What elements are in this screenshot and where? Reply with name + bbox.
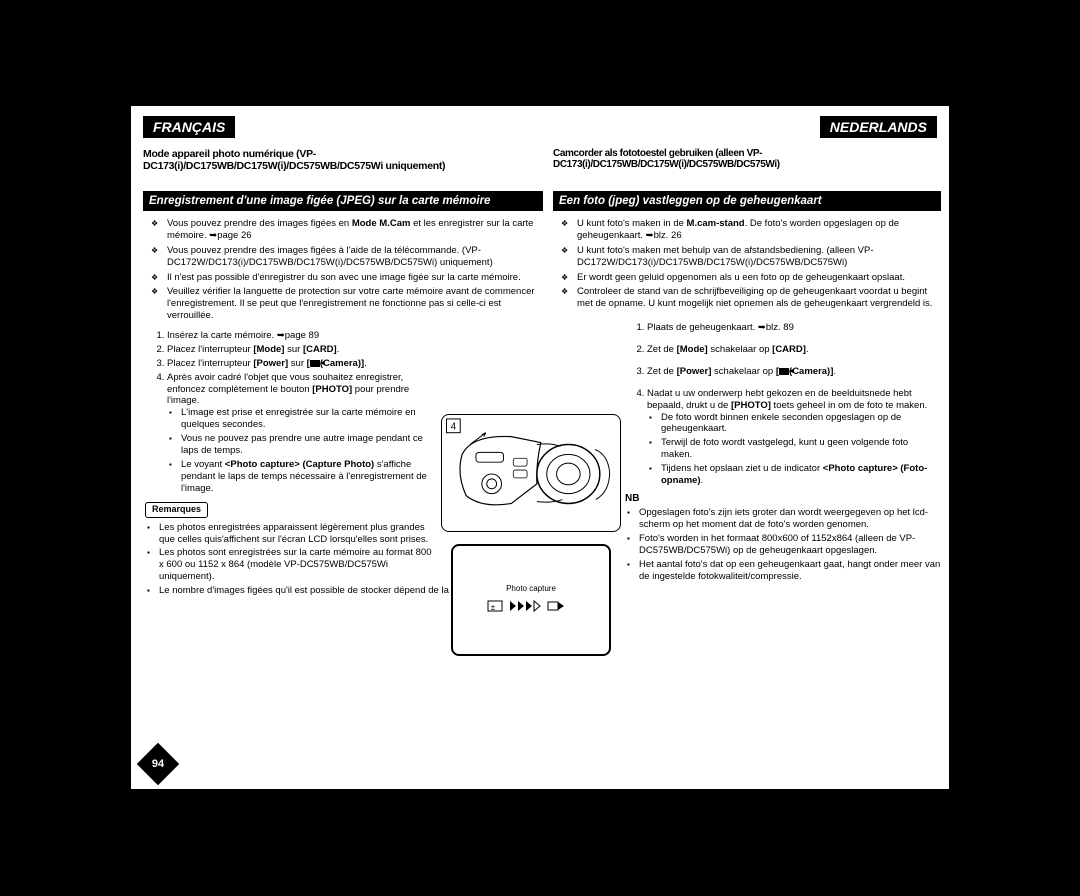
step: Placez l'interrupteur [Power] sur [(Came… <box>167 358 435 370</box>
step: Placez l'interrupteur [Mode] sur [CARD]. <box>167 344 435 356</box>
intro-bullets-nl: U kunt foto's maken in de M.cam-stand. D… <box>555 218 941 310</box>
content-fr: Vous pouvez prendre des images figées en… <box>145 218 541 599</box>
substep: Terwijl de foto wordt vastgelegd, kunt u… <box>661 437 935 461</box>
bullet: Vous pouvez prendre des images figées à … <box>167 245 541 269</box>
step: Après avoir cadré l'objet que vous souha… <box>167 372 435 495</box>
section-title-fr: Enregistrement d'une image figée (JPEG) … <box>143 191 543 211</box>
step: Zet de [Power] schakelaar op [(Camera)]. <box>647 366 935 378</box>
bullet: Veuillez vérifier la languette de protec… <box>167 286 541 322</box>
camcorder-figure: 4 <box>441 414 621 532</box>
section-title-nl: Een foto (jpeg) vastleggen op de geheuge… <box>553 191 941 211</box>
bullet: Er wordt geen geluid opgenomen als u een… <box>577 272 941 284</box>
substep: Vous ne pouvez pas prendre une autre ima… <box>181 433 435 457</box>
intro-bullets-fr: Vous pouvez prendre des images figées en… <box>145 218 541 322</box>
lcd-figure: Photo capture ± <box>451 544 611 656</box>
chapter-title-nl: Camcorder als fototoestel gebruiken (all… <box>553 148 943 170</box>
substep: Tijdens het opslaan ziet u de indicator … <box>661 463 935 487</box>
lcd-icons: ± <box>486 599 576 616</box>
note: Foto's worden in het formaat 800x600 of … <box>639 533 941 557</box>
manual-page: FRANÇAIS NEDERLANDS Mode appareil photo … <box>130 105 950 790</box>
lang-header-fr: FRANÇAIS <box>143 116 235 138</box>
step: Plaats de geheugenkaart. ➥blz. 89 <box>647 322 935 334</box>
note: Opgeslagen foto's zijn iets groter dan w… <box>639 507 941 531</box>
note: Het aantal foto's dat op een geheugenkaa… <box>639 559 941 583</box>
bullet: U kunt foto's maken in de M.cam-stand. D… <box>577 218 941 242</box>
steps-fr: Insérez la carte mémoire. ➥page 89 Place… <box>145 330 435 494</box>
notes-label-fr: Remarques <box>145 502 208 517</box>
bullet: Controleer de stand van de schrijfbeveil… <box>577 286 941 310</box>
callout-number: 4 <box>451 422 457 433</box>
page-number-badge: 94 <box>143 749 173 779</box>
bullet: Vous pouvez prendre des images figées en… <box>167 218 541 242</box>
steps-nl: Plaats de geheugenkaart. ➥blz. 89 Zet de… <box>625 322 935 487</box>
step: Nadat u uw onderwerp hebt gekozen en de … <box>647 388 935 487</box>
note: Les photos sont enregistrées sur la cart… <box>159 547 435 583</box>
notes-fr: Les photos enregistrées apparaissent lég… <box>145 522 435 597</box>
bullet: U kunt foto's maken met behulp van de af… <box>577 245 941 269</box>
substep: Le voyant <Photo capture> (Capture Photo… <box>181 459 435 495</box>
lang-header-nl: NEDERLANDS <box>820 116 937 138</box>
lcd-caption: Photo capture <box>506 584 556 593</box>
svg-text:±: ± <box>491 603 499 612</box>
page-number: 94 <box>143 749 173 779</box>
notes-nl: Opgeslagen foto's zijn iets groter dan w… <box>625 507 941 582</box>
step: Zet de [Mode] schakelaar op [CARD]. <box>647 344 935 356</box>
substep: L'image est prise et enregistrée sur la … <box>181 407 435 431</box>
note: Les photos enregistrées apparaissent lég… <box>159 522 435 546</box>
bullet: Il n'est pas possible d'enregistrer du s… <box>167 272 541 284</box>
chapter-title-fr: Mode appareil photo numérique (VP-DC173(… <box>143 148 543 172</box>
notes-label-nl: NB <box>625 493 941 506</box>
step: Insérez la carte mémoire. ➥page 89 <box>167 330 435 342</box>
substep: De foto wordt binnen enkele seconden opg… <box>661 412 935 436</box>
